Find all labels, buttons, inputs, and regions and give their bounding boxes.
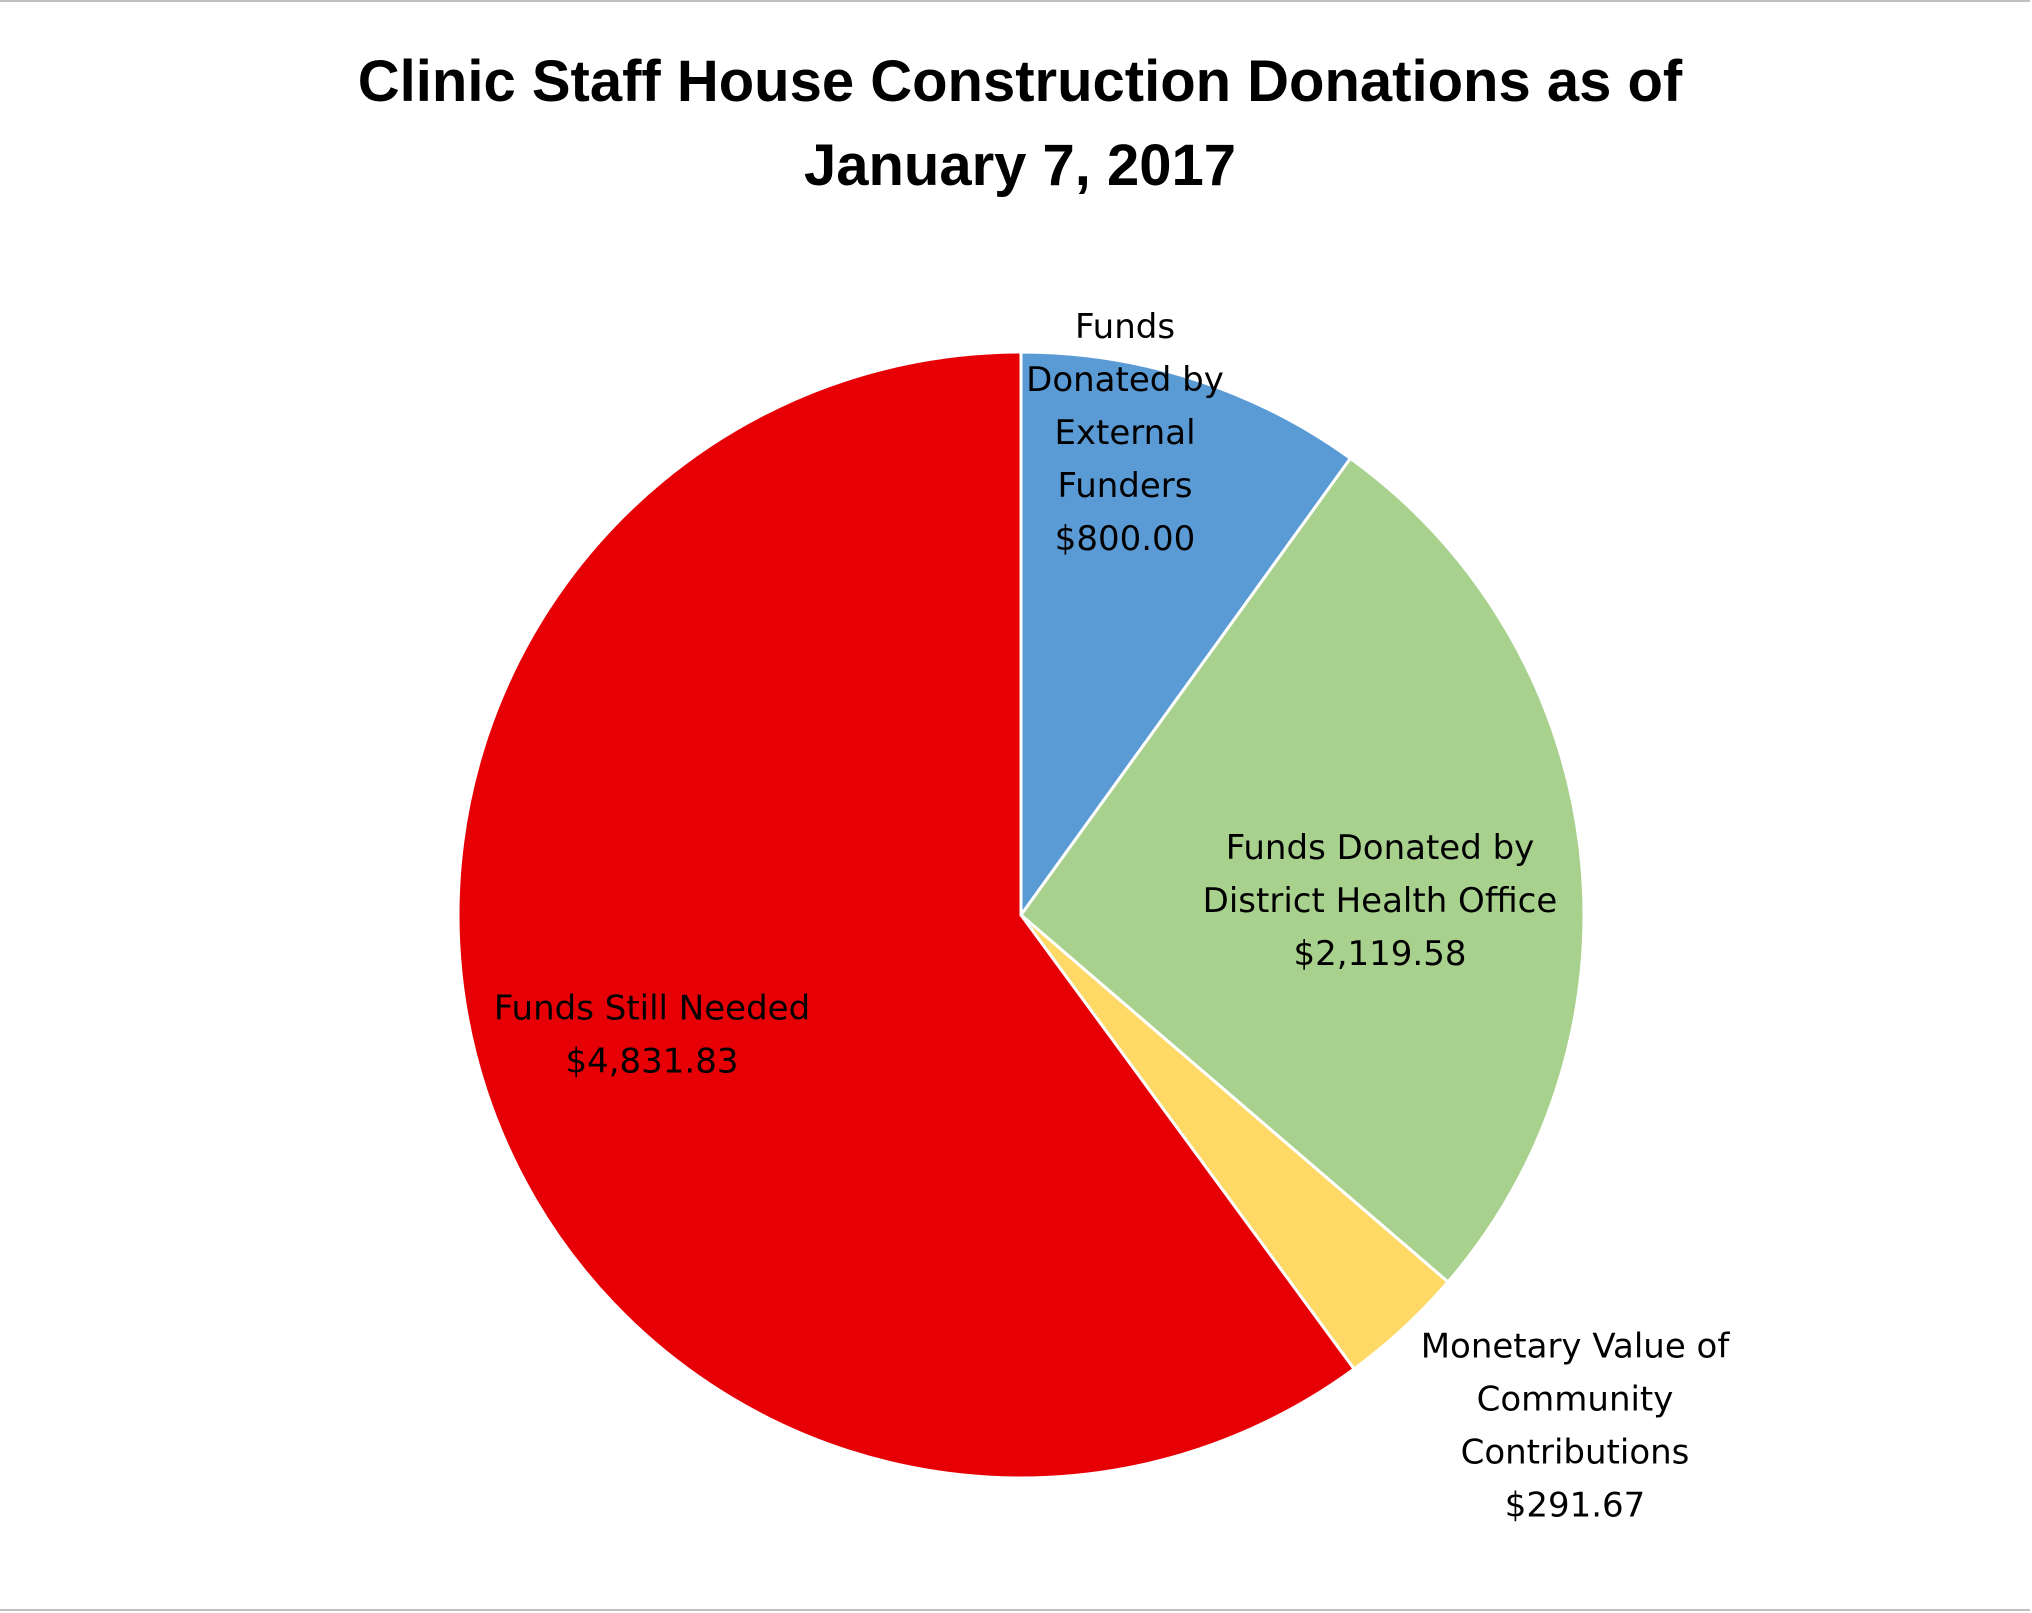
slice-name-label: Funders <box>1058 466 1193 506</box>
slice-name-label: Donated by <box>1026 360 1224 400</box>
slice-name-label: Contributions <box>1461 1433 1690 1473</box>
slice-name-label: District Health Office <box>1203 881 1558 921</box>
data-label-funds-still-needed: Funds Still Needed $4,831.83 <box>494 989 810 1082</box>
slice-value-label: $2,119.58 <box>1293 934 1466 974</box>
pie-slice-funds-still-needed <box>456 350 1357 1480</box>
slice-value-label: $800.00 <box>1055 519 1196 559</box>
pie-slice-external-funders <box>1019 350 1353 920</box>
chart-title-line-2: January 7, 2017 <box>803 133 1237 198</box>
slice-name-label: Funds Donated by <box>1226 828 1535 868</box>
data-label-community-contributions: Monetary Value of Community Contributions $… <box>1421 1327 1731 1526</box>
chart-title-line-1: Clinic Staff House Construction Donation… <box>357 49 1683 114</box>
chart-title: Clinic Staff House Construction Donation… <box>140 40 1900 208</box>
data-label-external-funders: Funds Donated by External Funders $800.00 <box>1026 307 1224 559</box>
slice-value-label: $4,831.83 <box>565 1042 738 1082</box>
slice-name-label: Monetary Value of <box>1421 1327 1731 1367</box>
slice-value-label: $291.67 <box>1505 1486 1646 1526</box>
slice-name-label: Funds Still Needed <box>494 989 810 1029</box>
slice-name-label: Community <box>1477 1380 1674 1420</box>
data-label-district-health-office: Funds Donated by District Health Office $2… <box>1203 828 1558 974</box>
slice-name-label: Funds <box>1075 307 1175 347</box>
pie-slice-district-health-office <box>1018 456 1586 1285</box>
slice-name-label: External <box>1054 413 1195 453</box>
